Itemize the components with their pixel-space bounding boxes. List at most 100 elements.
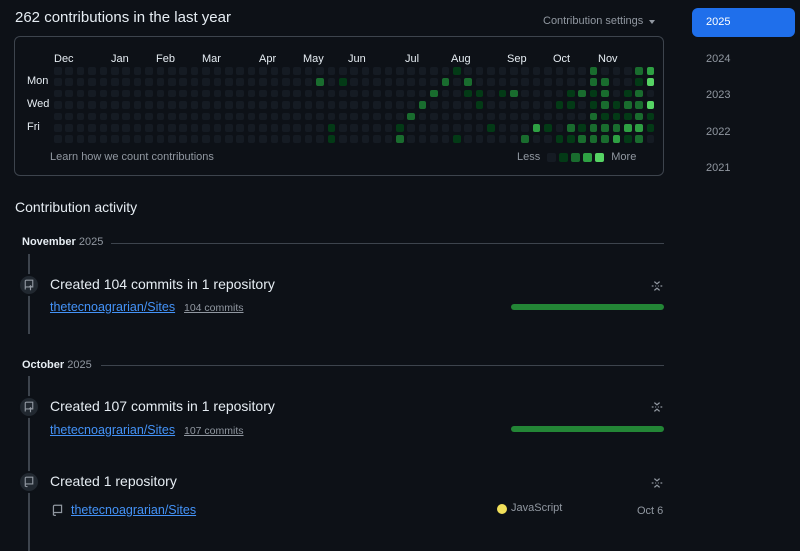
contribution-day[interactable] [475, 135, 484, 143]
contribution-day[interactable] [270, 101, 279, 109]
contribution-day[interactable] [145, 101, 153, 109]
contribution-day[interactable] [487, 135, 495, 143]
contribution-day[interactable] [145, 124, 153, 132]
contribution-day[interactable] [99, 78, 108, 86]
contribution-day[interactable] [282, 135, 290, 143]
contribution-day[interactable] [373, 124, 381, 132]
contribution-day[interactable] [88, 101, 96, 109]
contribution-day[interactable] [578, 101, 586, 109]
contribution-day[interactable] [453, 112, 461, 121]
contribution-day[interactable] [612, 112, 621, 121]
contribution-day[interactable] [327, 89, 336, 98]
contribution-day[interactable] [99, 101, 108, 109]
contribution-day[interactable] [327, 124, 336, 132]
contribution-day[interactable] [521, 124, 529, 132]
contribution-day[interactable] [578, 112, 586, 121]
contribution-day[interactable] [247, 124, 256, 132]
contribution-day[interactable] [316, 124, 324, 132]
contribution-day[interactable] [293, 135, 301, 143]
contribution-day[interactable] [76, 124, 85, 132]
contribution-day[interactable] [179, 67, 187, 75]
contribution-day[interactable] [544, 101, 552, 109]
contribution-day[interactable] [418, 78, 427, 86]
contribution-day[interactable] [350, 67, 358, 75]
contribution-day[interactable] [190, 78, 199, 86]
contribution-day[interactable] [259, 112, 267, 121]
contribution-day[interactable] [225, 101, 233, 109]
contribution-day[interactable] [487, 78, 495, 86]
contribution-day[interactable] [361, 112, 370, 121]
contribution-day[interactable] [589, 101, 598, 109]
contribution-day[interactable] [247, 135, 256, 143]
contribution-day[interactable] [567, 89, 575, 98]
contribution-day[interactable] [202, 112, 210, 121]
contribution-day[interactable] [111, 124, 119, 132]
contribution-day[interactable] [624, 89, 632, 98]
contribution-day[interactable] [453, 124, 461, 132]
contribution-day[interactable] [99, 67, 108, 75]
contribution-day[interactable] [430, 67, 438, 75]
contribution-day[interactable] [510, 112, 518, 121]
contribution-day[interactable] [646, 135, 655, 143]
contribution-day[interactable] [418, 89, 427, 98]
contribution-day[interactable] [145, 67, 153, 75]
contribution-day[interactable] [567, 67, 575, 75]
contribution-day[interactable] [99, 89, 108, 98]
contribution-day[interactable] [247, 112, 256, 121]
contribution-day[interactable] [521, 78, 529, 86]
year-2023-button[interactable]: 2023 [706, 89, 731, 101]
contribution-day[interactable] [179, 78, 187, 86]
contribution-day[interactable] [361, 67, 370, 75]
contribution-day[interactable] [407, 89, 415, 98]
contribution-day[interactable] [156, 112, 165, 121]
contribution-day[interactable] [213, 135, 222, 143]
contribution-day[interactable] [418, 101, 427, 109]
contribution-day[interactable] [213, 89, 222, 98]
contribution-day[interactable] [190, 101, 199, 109]
contribution-day[interactable] [316, 135, 324, 143]
contribution-day[interactable] [236, 112, 244, 121]
contribution-day[interactable] [111, 101, 119, 109]
contribution-day[interactable] [624, 78, 632, 86]
contribution-day[interactable] [316, 89, 324, 98]
contribution-day[interactable] [578, 89, 586, 98]
contribution-day[interactable] [88, 135, 96, 143]
contribution-day[interactable] [532, 78, 541, 86]
contribution-day[interactable] [464, 124, 472, 132]
contribution-day[interactable] [418, 135, 427, 143]
contribution-day[interactable] [361, 89, 370, 98]
contribution-day[interactable] [589, 112, 598, 121]
contribution-day[interactable] [304, 89, 313, 98]
contribution-day[interactable] [601, 89, 609, 98]
year-2024-button[interactable]: 2024 [706, 52, 731, 65]
contribution-day[interactable] [225, 89, 233, 98]
contribution-day[interactable] [145, 135, 153, 143]
contribution-day[interactable] [498, 67, 507, 75]
contribution-day[interactable] [316, 101, 324, 109]
contribution-day[interactable] [624, 124, 632, 132]
contribution-day[interactable] [487, 101, 495, 109]
contribution-day[interactable] [635, 112, 643, 121]
contribution-day[interactable] [54, 78, 62, 86]
contribution-day[interactable] [430, 124, 438, 132]
contribution-day[interactable] [384, 67, 393, 75]
contribution-day[interactable] [407, 101, 415, 109]
contribution-day[interactable] [498, 124, 507, 132]
contribution-day[interactable] [282, 89, 290, 98]
contribution-day[interactable] [498, 101, 507, 109]
contribution-day[interactable] [510, 67, 518, 75]
contribution-day[interactable] [259, 101, 267, 109]
contribution-day[interactable] [225, 78, 233, 86]
contribution-day[interactable] [589, 67, 598, 75]
contribution-day[interactable] [361, 124, 370, 132]
contribution-day[interactable] [65, 89, 73, 98]
contribution-day[interactable] [498, 78, 507, 86]
contribution-day[interactable] [396, 78, 404, 86]
contribution-day[interactable] [612, 78, 621, 86]
contribution-day[interactable] [407, 135, 415, 143]
contribution-day[interactable] [213, 78, 222, 86]
contribution-day[interactable] [213, 101, 222, 109]
contribution-day[interactable] [624, 135, 632, 143]
contribution-day[interactable] [259, 89, 267, 98]
contribution-day[interactable] [247, 101, 256, 109]
